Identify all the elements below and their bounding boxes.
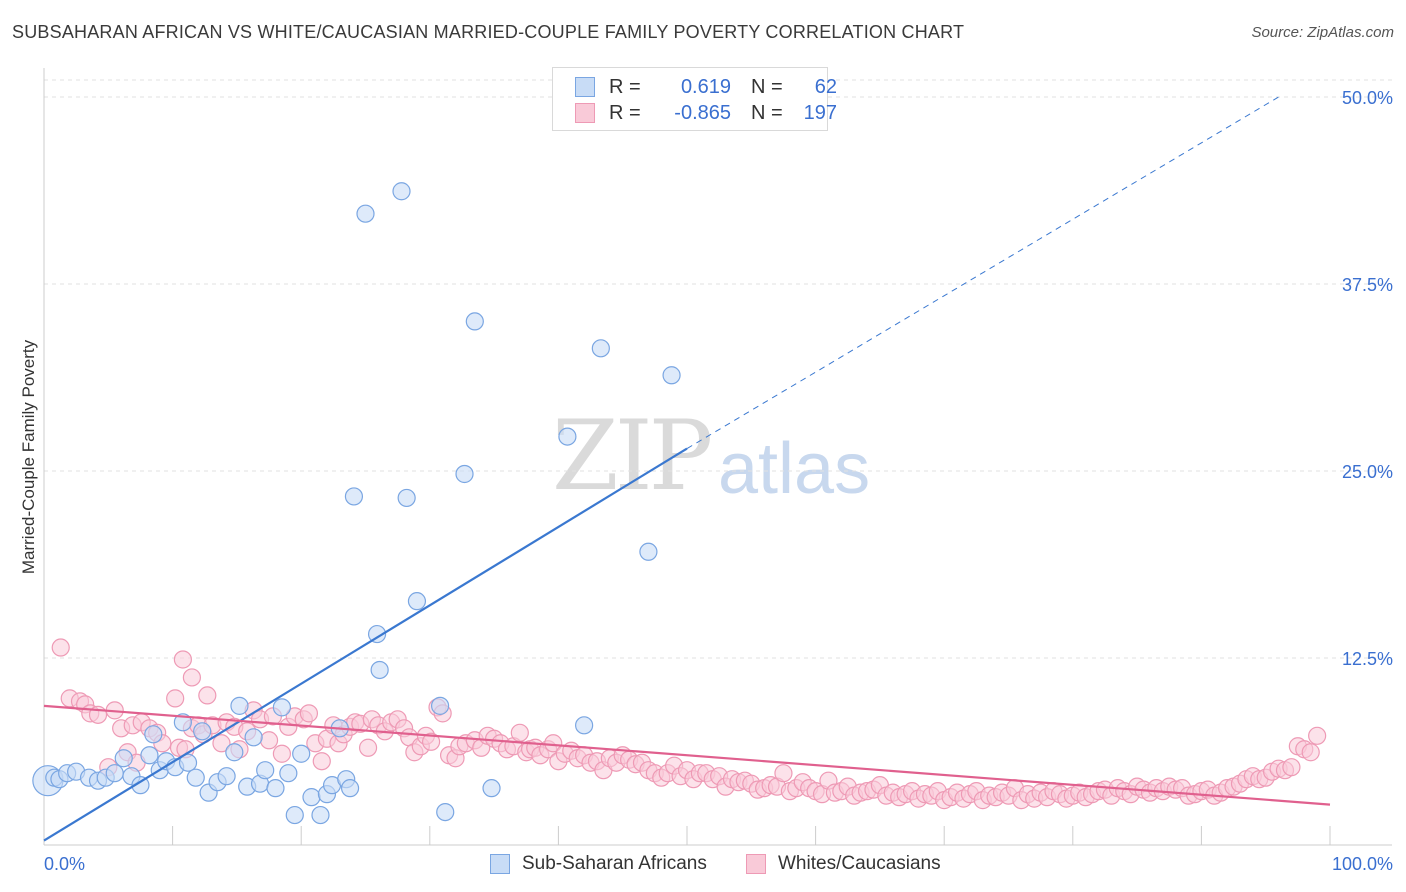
point-sub-saharan-africans bbox=[256, 761, 275, 780]
legend-n-label: N = bbox=[751, 75, 783, 98]
point-whites-caucasians bbox=[259, 731, 279, 750]
point-sub-saharan-africans bbox=[292, 744, 311, 763]
point-sub-saharan-africans bbox=[225, 743, 244, 762]
chart-title: SUBSAHARAN AFRICAN VS WHITE/CAUCASIAN MA… bbox=[12, 22, 965, 42]
point-sub-saharan-africans bbox=[662, 366, 681, 385]
point-sub-saharan-africans bbox=[639, 542, 658, 561]
point-sub-saharan-africans bbox=[186, 768, 205, 787]
point-whites-caucasians bbox=[421, 732, 441, 751]
point-sub-saharan-africans bbox=[279, 764, 298, 783]
point-whites-caucasians bbox=[212, 734, 231, 753]
point-whites-caucasians bbox=[774, 764, 793, 783]
point-sub-saharan-africans bbox=[193, 722, 212, 741]
point-whites-caucasians bbox=[312, 752, 331, 771]
point-sub-saharan-africans bbox=[285, 805, 304, 825]
point-whites-caucasians bbox=[1308, 726, 1327, 745]
point-sub-saharan-africans bbox=[397, 488, 416, 508]
point-sub-saharan-africans bbox=[105, 764, 124, 783]
point-sub-saharan-africans bbox=[244, 728, 263, 747]
legend-row-blue: R = 0.619 N = 62 bbox=[575, 75, 837, 99]
trendline-whites-caucasians bbox=[43, 704, 1331, 806]
point-whites-caucasians bbox=[1301, 743, 1320, 762]
point-sub-saharan-africans bbox=[340, 779, 360, 798]
bottom-legend-label-series1: Sub-Saharan Africans bbox=[522, 853, 707, 874]
point-sub-saharan-africans bbox=[482, 779, 501, 798]
point-sub-saharan-africans bbox=[178, 753, 198, 772]
legend-swatch-blue bbox=[575, 77, 595, 97]
bottom-legend-series2: Whites/Caucasians bbox=[746, 852, 941, 876]
watermark-zip: ZIP bbox=[552, 400, 713, 512]
point-sub-saharan-africans bbox=[302, 788, 321, 807]
point-sub-saharan-africans bbox=[114, 749, 133, 768]
y-tick-label: 25.0% bbox=[1342, 462, 1393, 482]
bottom-legend-swatch-blue bbox=[490, 854, 510, 874]
legend-n-value: 62 bbox=[814, 75, 837, 98]
point-whites-caucasians bbox=[51, 638, 70, 657]
legend-swatch-pink bbox=[575, 103, 595, 123]
y-axis-label: Married-Couple Family Poverty bbox=[19, 339, 38, 574]
y-tick-label: 37.5% bbox=[1342, 275, 1393, 295]
watermark-atlas: atlas bbox=[718, 429, 871, 509]
legend-r-value: -0.865 bbox=[674, 101, 731, 124]
point-sub-saharan-africans bbox=[430, 696, 450, 715]
point-sub-saharan-africans bbox=[392, 182, 411, 201]
point-sub-saharan-africans bbox=[370, 660, 389, 680]
point-sub-saharan-africans bbox=[266, 779, 285, 798]
legend-r-value: 0.619 bbox=[680, 75, 731, 98]
legend-n-value: 197 bbox=[803, 101, 837, 124]
point-sub-saharan-africans bbox=[356, 204, 375, 223]
point-sub-saharan-africans bbox=[436, 802, 455, 822]
point-whites-caucasians bbox=[272, 744, 292, 763]
point-sub-saharan-africans bbox=[367, 624, 387, 644]
trendline-extension bbox=[686, 96, 1279, 449]
point-sub-saharan-africans bbox=[272, 698, 292, 717]
point-whites-caucasians bbox=[299, 704, 319, 723]
bottom-legend-label-series2: Whites/Caucasians bbox=[778, 853, 941, 874]
legend-row-pink: R = -0.865 N = 197 bbox=[575, 101, 837, 125]
trendline-sub-saharan-africans bbox=[43, 447, 688, 842]
y-tick-label: 12.5% bbox=[1342, 649, 1393, 669]
legend-r-label: R = bbox=[609, 75, 641, 98]
point-whites-caucasians bbox=[510, 723, 529, 742]
point-whites-caucasians bbox=[173, 650, 192, 669]
point-sub-saharan-africans bbox=[575, 716, 594, 735]
bottom-legend-series1: Sub-Saharan Africans bbox=[490, 852, 707, 876]
point-whites-caucasians bbox=[1282, 758, 1301, 777]
x-tick-label: 100.0% bbox=[1332, 854, 1393, 874]
point-whites-caucasians bbox=[198, 686, 217, 705]
point-sub-saharan-africans bbox=[144, 725, 163, 744]
point-sub-saharan-africans bbox=[140, 746, 159, 765]
point-sub-saharan-africans bbox=[311, 805, 330, 825]
point-sub-saharan-africans bbox=[344, 487, 364, 506]
point-whites-caucasians bbox=[358, 738, 378, 757]
point-sub-saharan-africans bbox=[131, 776, 150, 795]
point-sub-saharan-africans bbox=[465, 312, 484, 331]
source-label: Source: ZipAtlas.com bbox=[1251, 24, 1394, 41]
point-sub-saharan-africans bbox=[591, 339, 610, 358]
point-sub-saharan-africans bbox=[173, 713, 192, 732]
point-sub-saharan-africans bbox=[455, 464, 474, 484]
point-whites-caucasians bbox=[182, 668, 201, 687]
y-tick-label: 50.0% bbox=[1342, 88, 1393, 108]
point-whites-caucasians bbox=[166, 689, 185, 708]
point-sub-saharan-africans bbox=[407, 592, 427, 611]
bottom-legend-swatch-pink bbox=[746, 854, 766, 874]
legend-r-label: R = bbox=[609, 101, 641, 124]
point-sub-saharan-africans bbox=[558, 427, 577, 446]
point-sub-saharan-africans bbox=[217, 767, 236, 786]
legend-n-label: N = bbox=[751, 101, 783, 124]
point-sub-saharan-africans bbox=[230, 696, 249, 715]
correlation-legend: R = 0.619 N = 62 R = -0.865 N = 197 bbox=[552, 67, 837, 131]
x-tick-label: 0.0% bbox=[44, 854, 85, 874]
